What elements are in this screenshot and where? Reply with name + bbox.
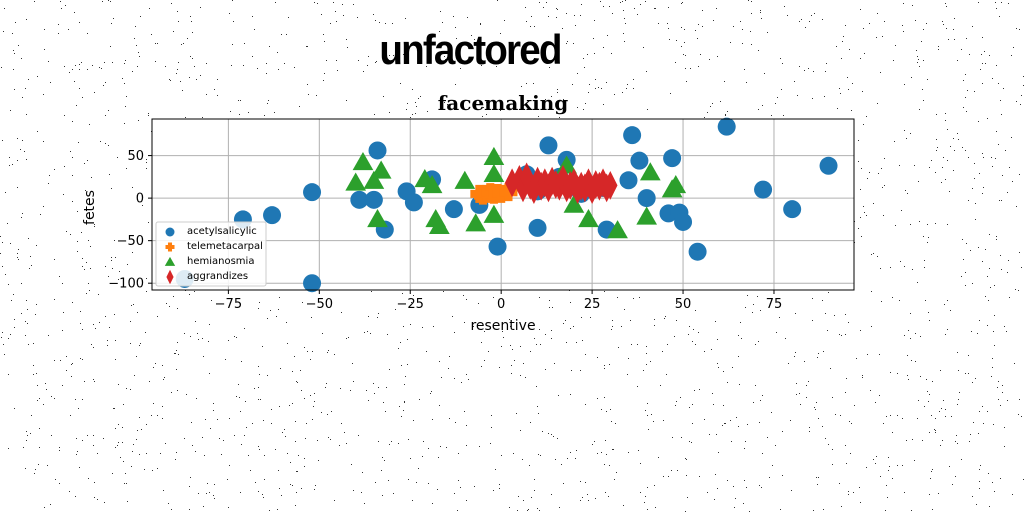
acetylsalicylic-point xyxy=(623,126,641,144)
acetylsalicylic-point xyxy=(689,243,707,261)
legend-entry-label: telemetacarpal xyxy=(187,241,263,252)
acetylsalicylic-point xyxy=(489,238,507,256)
y-axis-label: fetes xyxy=(82,190,98,225)
x-axis-label: resentive xyxy=(470,318,535,334)
x-tick-label: −50 xyxy=(306,297,333,312)
acetylsalicylic-point xyxy=(365,191,383,209)
acetylsalicylic-point xyxy=(529,219,547,237)
acetylsalicylic-point xyxy=(718,118,736,136)
acetylsalicylic-point xyxy=(405,193,423,211)
acetylsalicylic-point xyxy=(539,136,557,154)
acetylsalicylic-point xyxy=(820,157,838,175)
chart-title: facemaking xyxy=(438,91,569,115)
x-tick-label: −25 xyxy=(397,297,424,312)
y-tick-label: −100 xyxy=(108,277,144,292)
acetylsalicylic-point xyxy=(783,200,801,218)
y-tick-label: −50 xyxy=(117,234,144,249)
y-tick-label: 0 xyxy=(136,192,144,207)
acetylsalicylic-point xyxy=(303,274,321,292)
legend: acetylsalicylic telemetacarpal hemianosmia… xyxy=(156,222,266,286)
acetylsalicylic-point xyxy=(619,171,637,189)
acetylsalicylic-point xyxy=(445,200,463,218)
acetylsalicylic-point xyxy=(630,152,648,170)
acetylsalicylic-point xyxy=(754,181,772,199)
legend-entry-label: hemianosmia xyxy=(187,256,254,267)
acetylsalicylic-point xyxy=(369,141,387,159)
acetylsalicylic-point xyxy=(263,206,281,224)
legend-entry-label: aggrandizes xyxy=(187,271,248,282)
acetylsalicylic-point xyxy=(638,189,656,207)
legend-entry-label: acetylsalicylic xyxy=(187,226,257,237)
y-tick-label: 50 xyxy=(127,149,144,164)
x-tick-label: 25 xyxy=(584,297,601,312)
x-tick-label: 50 xyxy=(675,297,692,312)
legend-marker xyxy=(166,228,175,237)
acetylsalicylic-point xyxy=(303,183,321,201)
acetylsalicylic-point xyxy=(674,213,692,231)
x-tick-label: 0 xyxy=(497,297,505,312)
x-tick-label: −75 xyxy=(215,297,242,312)
acetylsalicylic-point xyxy=(663,149,681,167)
x-tick-label: 75 xyxy=(766,297,783,312)
